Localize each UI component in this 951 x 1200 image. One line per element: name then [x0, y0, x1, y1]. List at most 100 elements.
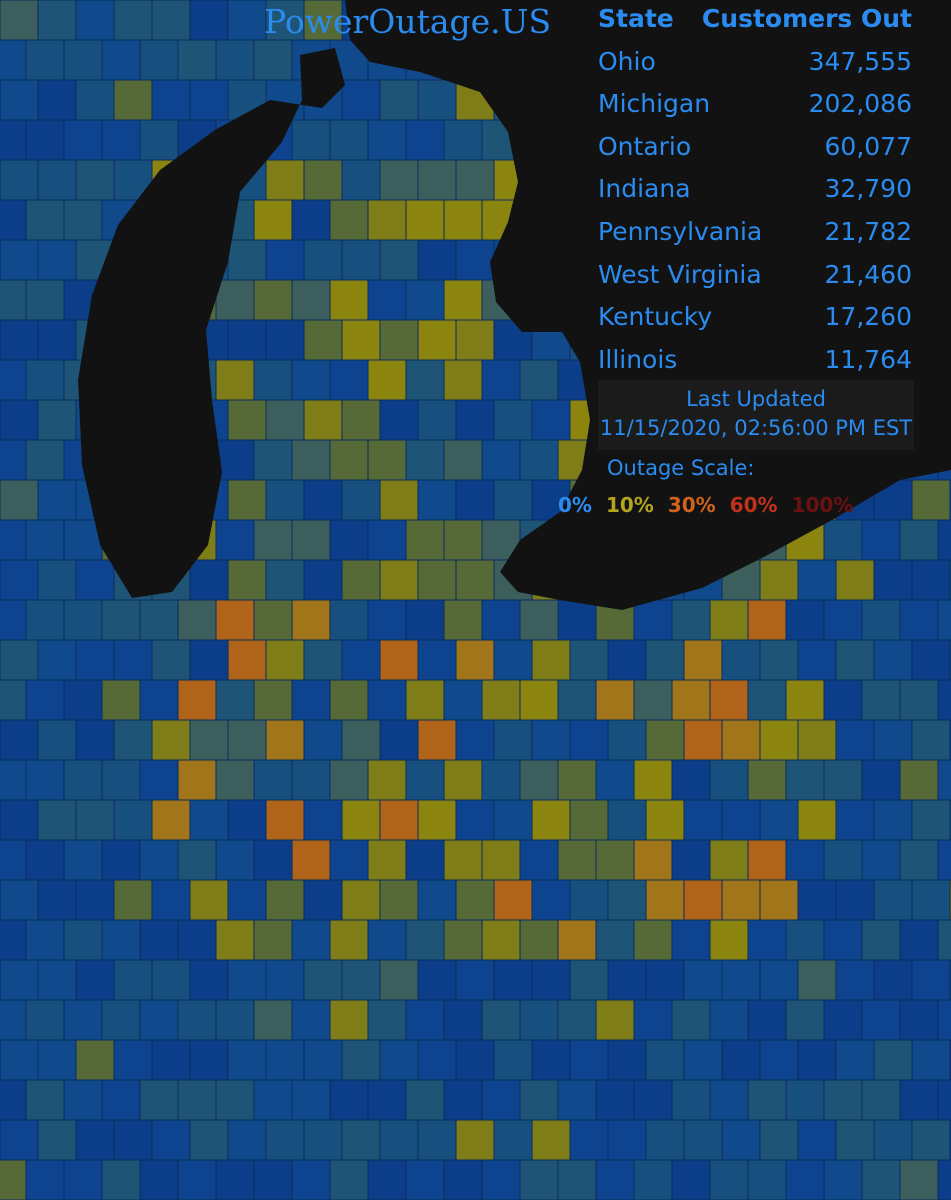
county [645, 1119, 685, 1161]
county [861, 1079, 901, 1121]
county [291, 919, 331, 961]
county [253, 39, 293, 81]
county [25, 679, 65, 721]
county [25, 1159, 65, 1200]
county [595, 1079, 635, 1121]
county [493, 399, 533, 441]
county [493, 959, 533, 1001]
county [911, 639, 951, 681]
county [911, 559, 951, 601]
county [759, 1119, 799, 1161]
county [835, 799, 875, 841]
county [113, 959, 153, 1001]
county [493, 1039, 533, 1081]
county [0, 759, 27, 801]
county [341, 1119, 381, 1161]
county [367, 1159, 407, 1200]
county [937, 1079, 951, 1121]
county [0, 919, 27, 961]
county [937, 519, 951, 561]
county [177, 679, 217, 721]
county [265, 1039, 305, 1081]
county [37, 399, 77, 441]
county [253, 839, 293, 881]
customers-out: 17,260 [824, 302, 912, 332]
county [265, 399, 305, 441]
county [519, 439, 559, 481]
county [873, 559, 913, 601]
county [113, 159, 153, 201]
table-row: Michigan 202,086 [590, 85, 920, 128]
county [215, 439, 255, 481]
county [367, 919, 407, 961]
county [63, 839, 103, 881]
county [797, 559, 837, 601]
county [151, 1119, 191, 1161]
county [899, 759, 939, 801]
county [291, 439, 331, 481]
county [835, 959, 875, 1001]
county [873, 959, 913, 1001]
customers-out: 202,086 [808, 89, 912, 119]
county [379, 239, 419, 281]
county [633, 599, 673, 641]
county [101, 599, 141, 641]
county [633, 679, 673, 721]
county [265, 159, 305, 201]
county [227, 959, 267, 1001]
county [329, 679, 369, 721]
county [139, 119, 179, 161]
county [227, 719, 267, 761]
county [633, 1159, 673, 1200]
county [341, 159, 381, 201]
county [709, 1079, 749, 1121]
county [911, 879, 951, 921]
county [607, 639, 647, 681]
county [329, 999, 369, 1041]
county [759, 719, 799, 761]
county [265, 799, 305, 841]
county [481, 919, 521, 961]
county [227, 0, 267, 41]
county [645, 639, 685, 681]
county [379, 639, 419, 681]
table-header: State Customers Out [590, 0, 920, 43]
county [785, 1079, 825, 1121]
county [113, 1039, 153, 1081]
county [683, 959, 723, 1001]
county [569, 719, 609, 761]
county [37, 639, 77, 681]
county [291, 759, 331, 801]
county [37, 1119, 77, 1161]
county [367, 119, 407, 161]
county [151, 879, 191, 921]
county [873, 799, 913, 841]
county [303, 879, 343, 921]
county [455, 559, 495, 601]
county [63, 599, 103, 641]
county [493, 719, 533, 761]
county [443, 679, 483, 721]
county [291, 999, 331, 1041]
county [379, 399, 419, 441]
county [25, 519, 65, 561]
county [139, 1159, 179, 1200]
state-name: West Virginia [598, 259, 762, 289]
county [303, 1039, 343, 1081]
county [37, 79, 77, 121]
county [405, 519, 445, 561]
county [823, 839, 863, 881]
county [721, 719, 761, 761]
county [63, 519, 103, 561]
county [721, 1119, 761, 1161]
county [519, 759, 559, 801]
county [25, 359, 65, 401]
county [253, 359, 293, 401]
county [177, 1079, 217, 1121]
county [899, 599, 939, 641]
county [443, 519, 483, 561]
county [253, 279, 293, 321]
county [265, 879, 305, 921]
county [861, 759, 901, 801]
state-name: Illinois [598, 344, 678, 374]
